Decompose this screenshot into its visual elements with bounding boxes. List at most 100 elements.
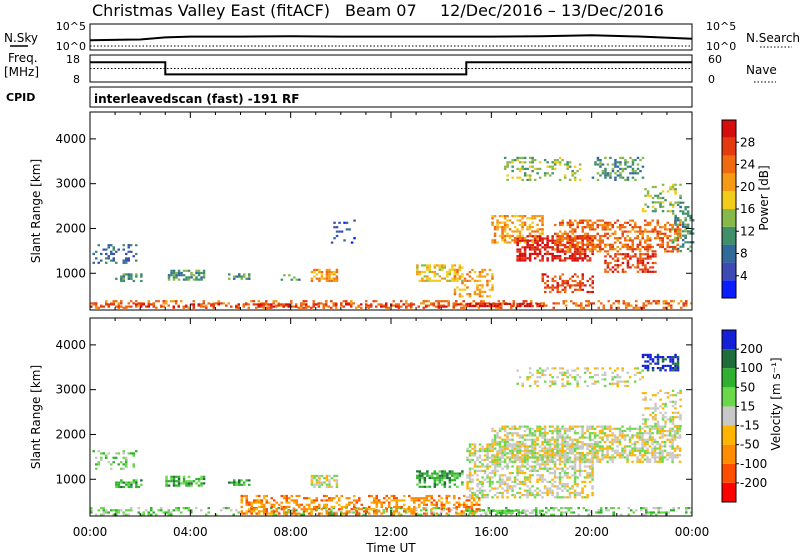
heatmap-cell [596,440,599,444]
heatmap-cell [333,279,336,282]
heatmap-cell [418,503,421,506]
heatmap-cell [544,282,547,285]
heatmap-cell [488,456,492,459]
heatmap-cell [651,358,655,361]
heatmap-cell [646,447,649,450]
heatmap-cell [120,275,123,278]
heatmap-cell [671,203,675,206]
heatmap-cell [569,250,572,253]
heatmap-cell [578,178,582,181]
heatmap-cell [468,454,472,457]
heatmap-cell [503,429,507,433]
heatmap-cell [438,264,442,267]
heatmap-cell [598,440,602,444]
heatmap-cell [442,300,445,303]
heatmap-cell [172,271,176,275]
heatmap-cell [541,255,544,258]
heatmap-cell [503,511,507,515]
heatmap-cell [646,237,649,240]
heatmap-cell [605,507,608,510]
heatmap-cell [333,271,336,274]
heatmap-cell [486,463,489,466]
heatmap-cell [657,300,660,303]
heatmap-cell [577,507,580,510]
heatmap-cell [596,159,600,162]
heatmap-cell [546,449,549,452]
heatmap-cell [556,440,559,444]
heatmap-cell [591,245,594,249]
heatmap-cell [654,402,657,406]
heatmap-cell [597,511,600,514]
heatmap-cell [435,300,438,303]
heatmap-cell [548,449,552,452]
heatmap-cell [222,507,225,510]
heatmap-cell [531,438,534,441]
heatmap-cell [420,501,423,504]
heatmap-cell [541,237,544,240]
heatmap-cell [375,494,378,498]
heatmap-cell [416,270,419,274]
heatmap-cell [562,511,565,514]
heatmap-cell [473,494,477,497]
heatmap-cell [557,302,560,305]
heatmap-cell [676,436,679,439]
heatmap-cell [596,434,599,437]
heatmap-cell [566,234,569,238]
heatmap-cell [516,237,519,240]
heatmap-cell [656,460,659,463]
heatmap-cell [258,512,261,515]
heatmap-cell [593,445,597,448]
heatmap-cell [235,509,238,512]
heatmap-cell [187,507,190,510]
heatmap-cell [629,245,632,249]
heatmap-cell [568,241,572,244]
heatmap-cell [674,214,677,217]
heatmap-cell [536,239,539,242]
heatmap-cell [353,505,356,509]
heatmap-cell [115,481,118,484]
heatmap-cell [142,511,145,514]
heatmap-cell [132,479,136,482]
heatmap-cell [579,221,582,224]
heatmap-cell [626,165,630,168]
heatmap-cell [573,496,577,499]
heatmap-cell [187,306,190,309]
heatmap-cell [549,290,552,294]
heatmap-cell [566,250,569,253]
heatmap-cell [513,241,517,244]
heatmap-cell [626,259,630,262]
heatmap-cell [437,302,440,305]
heatmap-cell [508,476,512,479]
heatmap-cell [466,509,469,512]
heatmap-cell [609,156,612,159]
heatmap-cell [581,496,584,499]
heatmap-cell [90,511,93,514]
heatmap-cell [546,454,549,457]
heatmap-cell [538,305,542,308]
heatmap-cell [295,494,298,498]
heatmap-cell [267,303,270,306]
heatmap-cell [335,303,338,306]
heatmap-cell [100,252,103,256]
heatmap-cell [433,481,437,484]
heatmap-cell [649,362,652,365]
heatmap-cell [120,300,123,303]
heatmap-cell [606,436,609,439]
heatmap-cell [172,480,176,483]
heatmap-cell [491,438,494,441]
heatmap-cell [641,237,644,240]
heatmap-cell [669,185,672,189]
heatmap-cell [426,277,429,280]
heatmap-cell [265,501,268,504]
heatmap-cell [538,478,542,481]
heatmap-cell [105,454,108,457]
date-range: 12/Dec/2016 – 13/Dec/2016 [440,1,664,20]
heatmap-cell [571,440,574,444]
heatmap-cell [172,509,175,512]
heatmap-cell [646,438,649,441]
heatmap-cell [243,494,246,498]
heatmap-cell [380,305,383,308]
heatmap-cell [609,268,612,271]
heatmap-cell [447,303,450,306]
heatmap-cell [518,234,522,237]
